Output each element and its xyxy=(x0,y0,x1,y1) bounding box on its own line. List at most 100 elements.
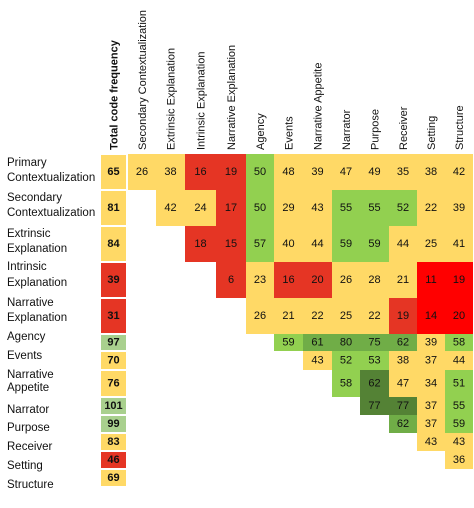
cell-value: 83 xyxy=(107,436,119,448)
row-label-narrative-appetite: Narrative xyxy=(7,369,54,381)
row-label-structure: Structure xyxy=(7,479,54,491)
row-label-secondary-contextualization: Contextualization xyxy=(7,207,95,219)
heatmap-cell xyxy=(360,190,389,226)
cell-value: 77 xyxy=(397,400,409,412)
row-label-narrator: Narrator xyxy=(7,404,49,416)
heatmap-cell xyxy=(417,433,445,451)
heatmap-cell xyxy=(332,298,360,334)
cell-value: 16 xyxy=(282,274,294,286)
cell-value: 55 xyxy=(340,202,352,214)
heatmap-cell xyxy=(332,351,360,370)
cell-value: 65 xyxy=(107,166,119,178)
heatmap-cell xyxy=(445,298,473,334)
heatmap-cell xyxy=(303,226,332,262)
row-label-narrative-appetite: Appetite xyxy=(7,382,49,394)
cell-value: 39 xyxy=(425,337,437,349)
heatmap-cell xyxy=(101,263,126,297)
cell-value: 26 xyxy=(340,274,352,286)
cell-value: 48 xyxy=(282,166,294,178)
heatmap-cell xyxy=(417,190,445,226)
heatmap-cell xyxy=(445,433,473,451)
heatmap-cell xyxy=(216,226,246,262)
cell-value: 59 xyxy=(282,337,294,349)
row-label-narrative-explanation: Narrative xyxy=(7,297,54,309)
heatmap-cell xyxy=(332,226,360,262)
cell-value: 19 xyxy=(397,310,409,322)
row-label-receiver: Receiver xyxy=(7,441,53,453)
heatmap-cell xyxy=(128,154,156,190)
cell-value: 29 xyxy=(282,202,294,214)
cell-value: 16 xyxy=(194,166,206,178)
cell-value: 25 xyxy=(340,310,352,322)
heatmap-cell xyxy=(417,226,445,262)
cell-value: 31 xyxy=(107,310,119,322)
row-label-intrinsic-explanation: Explanation xyxy=(7,277,67,289)
heatmap-cell xyxy=(274,226,303,262)
heatmap-cell xyxy=(360,298,389,334)
cell-value: 19 xyxy=(225,166,237,178)
row-label-agency: Agency xyxy=(7,331,46,343)
cell-value: 44 xyxy=(397,238,409,250)
heatmap-cell xyxy=(185,190,216,226)
cell-value: 50 xyxy=(254,202,266,214)
cell-value: 70 xyxy=(107,355,119,367)
heatmap-cell xyxy=(303,190,332,226)
heatmap-cell xyxy=(389,370,417,397)
heatmap-cell xyxy=(101,299,126,333)
row-labels: Primary Contextualization Secondary Context… xyxy=(7,157,95,491)
cell-value: 43 xyxy=(453,436,465,448)
heatmap-cell xyxy=(156,190,185,226)
heatmap-cell xyxy=(360,154,389,190)
cell-value: 42 xyxy=(164,202,176,214)
column-label-narrator: Narrator xyxy=(341,109,353,150)
row-label-intrinsic-explanation: Intrinsic xyxy=(7,261,47,273)
heatmap-cell xyxy=(101,371,126,396)
heatmap-cell xyxy=(445,226,473,262)
cell-value: 35 xyxy=(397,166,409,178)
cell-value: 38 xyxy=(397,355,409,367)
cell-value: 34 xyxy=(425,378,437,390)
heatmap-cell xyxy=(389,226,417,262)
cell-value: 75 xyxy=(368,337,380,349)
heatmap-cell xyxy=(303,351,332,370)
heatmap-cell xyxy=(101,227,126,261)
heatmap-cell xyxy=(332,262,360,298)
cell-value: 52 xyxy=(340,355,352,367)
cell-value: 44 xyxy=(311,238,323,250)
heatmap-cell xyxy=(274,262,303,298)
cell-value: 43 xyxy=(311,202,323,214)
column-label-extrinsic-explanation: Extrinsic Explanation xyxy=(166,48,178,150)
cell-value: 55 xyxy=(453,400,465,412)
cell-value: 22 xyxy=(311,310,323,322)
heatmap-cell xyxy=(389,154,417,190)
heatmap-cell xyxy=(303,262,332,298)
heatmap-cell xyxy=(185,226,216,262)
heatmap-cell xyxy=(274,190,303,226)
cell-value: 39 xyxy=(453,202,465,214)
heatmap-cell xyxy=(101,352,126,369)
heatmap-cell xyxy=(303,298,332,334)
heatmap-cell xyxy=(332,154,360,190)
heatmap-cell xyxy=(417,334,445,351)
cell-value: 53 xyxy=(368,355,380,367)
cell-value: 50 xyxy=(254,166,266,178)
cell-value: 21 xyxy=(282,310,294,322)
heatmap-cell xyxy=(101,470,126,486)
cell-value: 36 xyxy=(453,454,465,466)
cell-value: 76 xyxy=(107,378,119,390)
heatmap-cell xyxy=(246,226,274,262)
heatmap-cell xyxy=(101,434,126,450)
cell-value: 58 xyxy=(453,337,465,349)
heatmap-cell xyxy=(445,154,473,190)
cell-value: 99 xyxy=(107,418,119,430)
cell-value: 97 xyxy=(107,337,119,349)
cell-value: 81 xyxy=(107,202,119,214)
heatmap-cell xyxy=(417,397,445,415)
heatmap-cell xyxy=(360,351,389,370)
heatmap-cell xyxy=(216,190,246,226)
heatmap-cell xyxy=(274,154,303,190)
heatmap-cell xyxy=(389,415,417,433)
heatmap-cell xyxy=(360,397,389,415)
column-label-agency: Agency xyxy=(255,113,267,150)
